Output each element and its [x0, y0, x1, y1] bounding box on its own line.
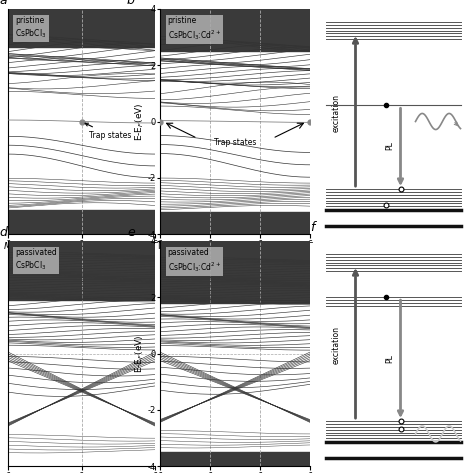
Text: Trap states: Trap states	[85, 123, 131, 140]
Text: excitation: excitation	[331, 94, 340, 132]
Bar	[8, 210, 155, 255]
Text: pristine
CsPbCl$_3$: pristine CsPbCl$_3$	[15, 16, 46, 40]
Text: PL: PL	[385, 141, 394, 150]
Text: f: f	[310, 221, 315, 234]
Bar	[160, 0, 310, 51]
Y-axis label: E-E$_F$(eV): E-E$_F$(eV)	[134, 334, 146, 373]
Text: a: a	[0, 0, 7, 7]
Text: pristine
CsPbCl$_3$:Cd$^{2+}$: pristine CsPbCl$_3$:Cd$^{2+}$	[167, 16, 220, 42]
Bar	[160, 452, 310, 474]
Text: Trap states: Trap states	[214, 138, 256, 147]
Text: d: d	[0, 226, 7, 239]
Y-axis label: E-E$_F$(eV): E-E$_F$(eV)	[134, 102, 146, 141]
Text: PL: PL	[385, 354, 394, 363]
Text: c: c	[310, 0, 318, 2]
Bar	[160, 227, 310, 303]
Text: passivated
CsPbCl$_3$: passivated CsPbCl$_3$	[15, 248, 57, 272]
Text: excitation: excitation	[331, 327, 340, 365]
Bar	[160, 211, 310, 248]
Text: b: b	[127, 0, 135, 7]
Text: passivated
CsPbCl$_3$:Cd$^{2+}$: passivated CsPbCl$_3$:Cd$^{2+}$	[167, 248, 220, 274]
Bar	[8, 220, 155, 300]
Bar	[8, 0, 155, 47]
Text: e: e	[127, 226, 135, 239]
